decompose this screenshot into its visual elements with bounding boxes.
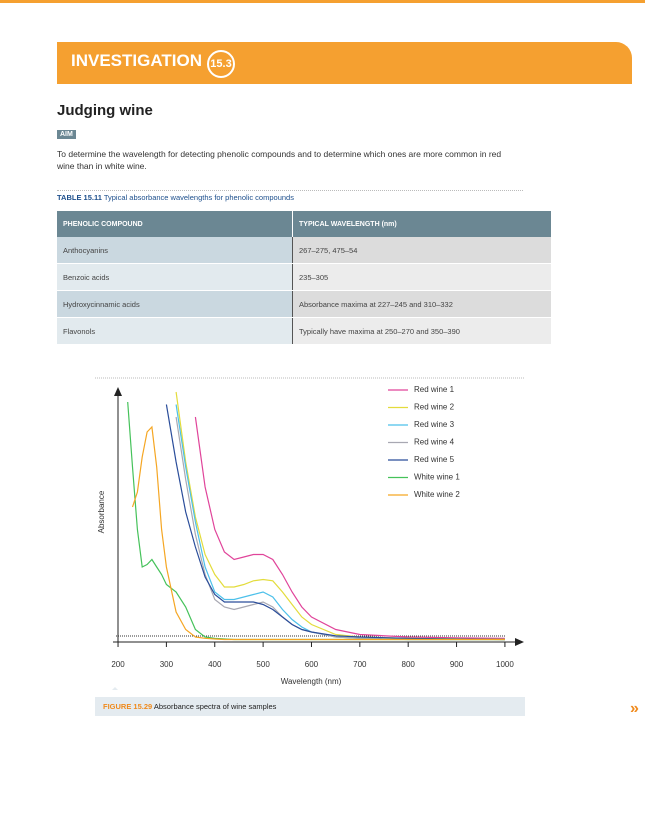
caption-label: TABLE 15.11 [57,193,102,202]
header-cell: TYPICAL WAVELENGTH (nm) [292,211,551,237]
x-tick-label: 500 [256,660,270,669]
y-axis-label: Absorbance [97,490,106,533]
caption-pointer [112,687,118,690]
table-cell: Benzoic acids [57,263,293,291]
x-axis-label: Wavelength (nm) [281,677,342,686]
x-tick-label: 300 [160,660,174,669]
banner-number: 15.3 [207,50,235,78]
chart: Absorbance Wavelength (nm) 200 300 400 500 6… [95,377,525,690]
figure-label: FIGURE 15.29 [103,702,153,711]
table-row: Hydroxycinnamic acids Absorbance maxima a… [57,290,551,318]
next-icon[interactable]: » [630,700,639,717]
legend-label: Red wine 3 [414,420,455,429]
series-line [175,416,505,641]
series-line [131,425,505,641]
caption-text: Typical absorbance wavelengths for pheno… [103,193,294,202]
figure-caption: FIGURE 15.29 Absorbance spectra of wine … [95,697,525,716]
x-arrow [515,638,524,646]
series-line [194,416,505,639]
table-caption: TABLE 15.11 Typical absorbance wavelengt… [57,190,523,202]
x-tick-label: 600 [305,660,319,669]
legend-label: White wine 2 [414,490,460,499]
x-tick-label: 400 [208,660,222,669]
x-tick-label: 800 [402,660,416,669]
aim-text: To determine the wavelength for detectin… [57,149,502,171]
table-row: Benzoic acids 235–305 [57,263,551,291]
figure-text: Absorbance spectra of wine samples [153,702,277,711]
table-cell: Flavonols [57,317,293,345]
x-tick-label: 900 [450,660,464,669]
series-line [165,404,505,641]
y-arrow [114,387,122,396]
x-tick-label: 1000 [496,660,514,669]
banner: INVESTIGATION 15.3 [57,42,632,84]
x-tick-label: 700 [353,660,367,669]
series-line [175,404,505,641]
table-cell: Anthocyanins [57,237,293,264]
top-rule [0,0,645,3]
legend-label: Red wine 4 [414,438,455,447]
table-row: Flavonols Typically have maxima at 250–27… [57,317,551,345]
legend-label: Red wine 1 [414,385,455,394]
legend-label: White wine 1 [414,473,460,482]
table-cell: Typically have maxima at 250–270 and 350… [292,317,551,345]
legend-label: Red wine 2 [414,403,455,412]
table: PHENOLIC COMPOUND TYPICAL WAVELENGTH (nm)… [57,211,551,345]
table-row: Anthocyanins 267–275, 475–54 [57,237,551,264]
title: Judging wine [57,102,153,119]
table-cell: Hydroxycinnamic acids [57,290,293,318]
table-cell: Absorbance maxima at 227–245 and 310–332 [292,290,551,318]
legend-label: Red wine 5 [414,455,455,464]
table-cell: 267–275, 475–54 [292,237,551,264]
banner-label: INVESTIGATION [71,51,202,70]
table-cell: 235–305 [292,263,551,291]
aim-label: AIM [57,130,76,139]
header-row: PHENOLIC COMPOUND TYPICAL WAVELENGTH (nm) [57,211,551,237]
header-cell: PHENOLIC COMPOUND [57,211,293,237]
x-tick-label: 200 [111,660,125,669]
